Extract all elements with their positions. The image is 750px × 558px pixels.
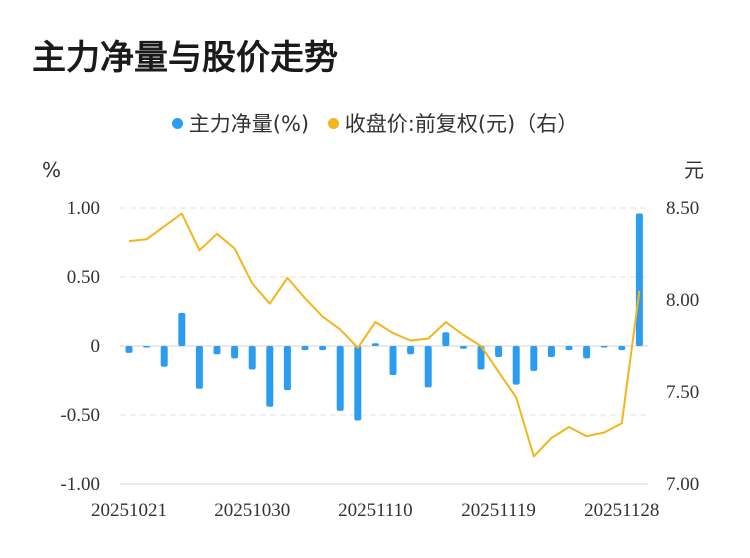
gridlines [120, 207, 648, 485]
bar [407, 346, 415, 355]
bar [424, 346, 432, 388]
bar [125, 346, 133, 353]
bar-series [125, 213, 643, 421]
bar [389, 346, 397, 375]
bar [301, 346, 309, 351]
price-line [128, 212, 641, 458]
x-tick-label: 20251119 [461, 500, 536, 521]
bar [283, 346, 291, 391]
legend-item-net-flow[interactable]: 主力净量(%) [171, 108, 310, 138]
legend-label-net-flow: 主力净量(%) [188, 112, 310, 136]
bar [547, 346, 555, 358]
x-axis: 20251021 20251030 20251110 20251119 20251128 [91, 500, 659, 521]
legend-dot-close-price-icon [327, 117, 339, 129]
bar [512, 346, 520, 385]
bar [178, 312, 186, 346]
legend-dot-net-flow-icon [171, 117, 183, 129]
x-tick-label: 20251030 [214, 500, 290, 521]
right-tick-label: 8.50 [666, 198, 699, 219]
bar [231, 346, 239, 359]
bar [371, 343, 379, 346]
line-series [128, 212, 641, 458]
bar [143, 346, 151, 348]
bar [600, 346, 608, 348]
bar [530, 346, 538, 371]
legend-item-close-price[interactable]: 收盘价:前复权(元)（右） [327, 108, 579, 138]
left-tick-label: -1.00 [60, 474, 100, 495]
right-axis-unit: 元 [684, 158, 704, 182]
bar [336, 346, 344, 411]
bar [195, 346, 203, 389]
left-axis: 1.00 0.50 0 -0.50 -1.00 [60, 198, 100, 495]
legend: 主力净量(%) 收盘价:前复权(元)（右） [0, 108, 750, 138]
bar [213, 346, 221, 355]
right-tick-label: 7.50 [666, 382, 699, 403]
bar [160, 346, 168, 367]
bar [635, 213, 643, 346]
chart-title: 主力净量与股价走势 [32, 38, 338, 78]
bar [618, 346, 626, 351]
bar [319, 346, 327, 351]
bar [495, 346, 503, 358]
left-tick-label: 0 [91, 336, 101, 357]
legend-label-close-price: 收盘价:前复权(元)（右） [344, 112, 579, 136]
bar [583, 346, 591, 359]
left-tick-label: 1.00 [67, 198, 100, 219]
right-tick-label: 7.00 [666, 474, 699, 495]
left-axis-unit: % [42, 158, 61, 182]
bar [266, 346, 274, 407]
bar [459, 346, 467, 349]
bar [565, 346, 573, 351]
left-tick-label: -0.50 [60, 405, 100, 426]
right-axis: 8.50 8.00 7.50 7.00 [666, 198, 699, 495]
bar [248, 346, 256, 370]
bar [354, 346, 362, 421]
bar [442, 332, 450, 346]
x-tick-label: 20251021 [91, 500, 167, 521]
left-tick-label: 0.50 [67, 267, 100, 288]
x-tick-label: 20251110 [338, 500, 413, 521]
bar [477, 346, 485, 370]
right-tick-label: 8.00 [666, 290, 699, 311]
x-tick-label: 20251128 [584, 500, 659, 521]
